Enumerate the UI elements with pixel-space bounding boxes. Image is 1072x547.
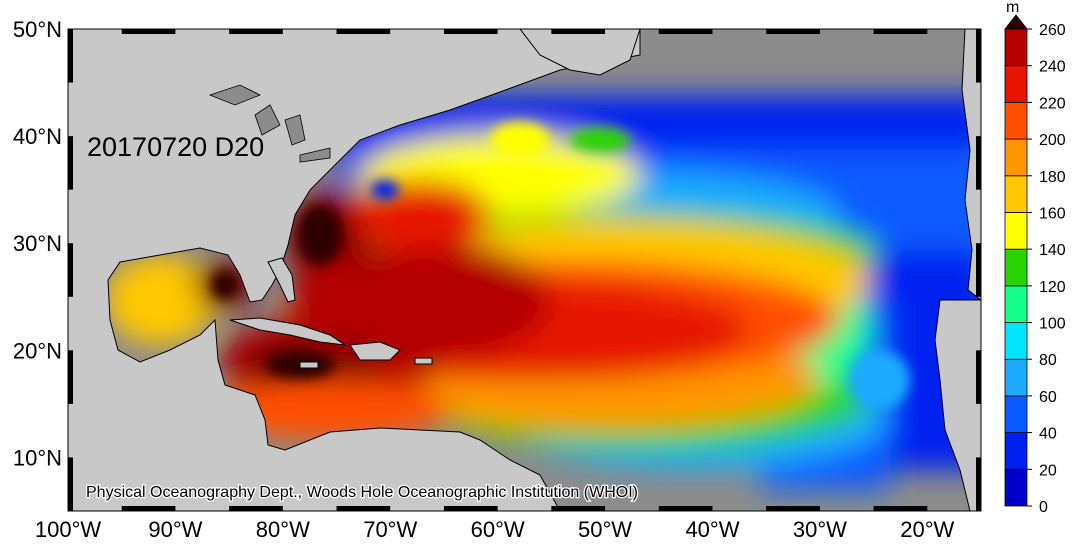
colorbar-tick-label: 260 <box>1039 22 1066 39</box>
colorbar-tick-label: 40 <box>1039 426 1057 443</box>
latitude-labels: 50°N 40°N 30°N 20°N 10°N <box>13 17 62 470</box>
map-title: 20170720 D20 <box>87 132 264 162</box>
colorbar-swatch <box>1004 101 1028 140</box>
colorbar-swatch <box>1004 395 1028 434</box>
frame-bar-top <box>229 29 283 34</box>
colorbar-tick-label: 80 <box>1039 352 1057 369</box>
colorbar-tick-label: 0 <box>1039 499 1048 516</box>
latitude-label: 50°N <box>13 17 62 42</box>
longitude-label: 80°W <box>256 517 310 542</box>
frame-bar-bottom <box>766 506 820 511</box>
colorbar-swatch <box>1004 432 1028 470</box>
longitude-label: 20°W <box>900 517 954 542</box>
longitude-label: 100°W <box>35 517 102 542</box>
frame-bar-bottom <box>336 506 391 511</box>
colorbar-unit: m <box>1006 0 1019 16</box>
frame-bar-top <box>873 29 928 34</box>
colorbar-tick-label: 220 <box>1039 95 1066 112</box>
frame-bar-right <box>976 136 981 190</box>
frame-bar-top <box>766 29 820 34</box>
colorbar-extension-arrow <box>1004 14 1028 30</box>
colorbar-swatch <box>1004 212 1028 250</box>
frame-bar-right <box>976 243 981 297</box>
longitude-label: 40°W <box>685 517 739 542</box>
latitude-label: 20°N <box>13 338 62 363</box>
frame-bar-top <box>443 29 498 34</box>
land <box>68 29 981 511</box>
great-lakes <box>208 84 331 163</box>
longitude-label: 30°W <box>793 517 847 542</box>
frame-bar-left <box>68 457 73 511</box>
frame-bar-bottom <box>551 506 606 511</box>
colorbar-swatch <box>1004 322 1028 360</box>
colorbar-swatch <box>1004 358 1028 397</box>
longitude-label: 50°W <box>578 517 632 542</box>
frame-bar-bottom <box>658 506 713 511</box>
colorbar-tick-label: 120 <box>1039 279 1066 296</box>
colorbar-tick-label: 180 <box>1039 169 1066 186</box>
colorbar: 0 20 40 60 80 100 120 140 160 180 200 220 240 260 <box>1004 14 1066 516</box>
longitude-label: 70°W <box>363 517 417 542</box>
colorbar-swatch <box>1004 468 1028 507</box>
latitude-label: 40°N <box>13 124 62 149</box>
colorbar-tick-label: 60 <box>1039 389 1057 406</box>
colorbar-tick-label: 200 <box>1039 132 1066 149</box>
frame-bar-left <box>68 29 73 83</box>
latitude-label: 10°N <box>13 445 62 470</box>
frame-bar-right <box>976 457 981 511</box>
frame-bar-left <box>68 243 73 297</box>
frame-bar-bottom <box>443 506 498 511</box>
colorbar-tick-label: 20 <box>1039 462 1057 479</box>
colorbar-tick-label: 160 <box>1039 205 1066 222</box>
colorbar-swatch <box>1004 28 1028 67</box>
frame-bar-bottom <box>873 506 928 511</box>
frame-bar-bottom <box>121 506 176 511</box>
colorbar-tick-label: 100 <box>1039 316 1066 333</box>
frame-bar-bottom <box>229 506 283 511</box>
map-credit: Physical Oceanography Dept., Woods Hole … <box>86 484 638 501</box>
colorbar-swatch <box>1004 65 1028 103</box>
longitude-labels: 100°W 90°W 80°W 70°W 60°W 50°W 40°W 30°W 20°W <box>35 517 955 542</box>
frame-tick-bars <box>68 29 981 511</box>
colorbar-swatch <box>1004 248 1028 287</box>
frame-bar-top <box>121 29 176 34</box>
longitude-label: 90°W <box>148 517 202 542</box>
latitude-label: 30°N <box>13 231 62 256</box>
colorbar-swatch <box>1004 138 1028 177</box>
colorbar-tick-label: 240 <box>1039 59 1066 76</box>
longitude-label: 60°W <box>471 517 525 542</box>
colorbar-tick-label: 140 <box>1039 242 1066 259</box>
colorbar-swatch <box>1004 285 1028 323</box>
frame-bar-top <box>658 29 713 34</box>
d20-detail <box>211 122 910 410</box>
map-panel: 20170720 D20 Physical Oceanography Dept.… <box>68 29 981 511</box>
frame-bar-top <box>551 29 606 34</box>
frame-bar-top <box>336 29 391 34</box>
frame-bar-left <box>68 350 73 404</box>
frame-bar-right <box>976 29 981 83</box>
frame-bar-right <box>976 350 981 404</box>
colorbar-swatch <box>1004 175 1028 213</box>
frame-bar-left <box>68 136 73 190</box>
